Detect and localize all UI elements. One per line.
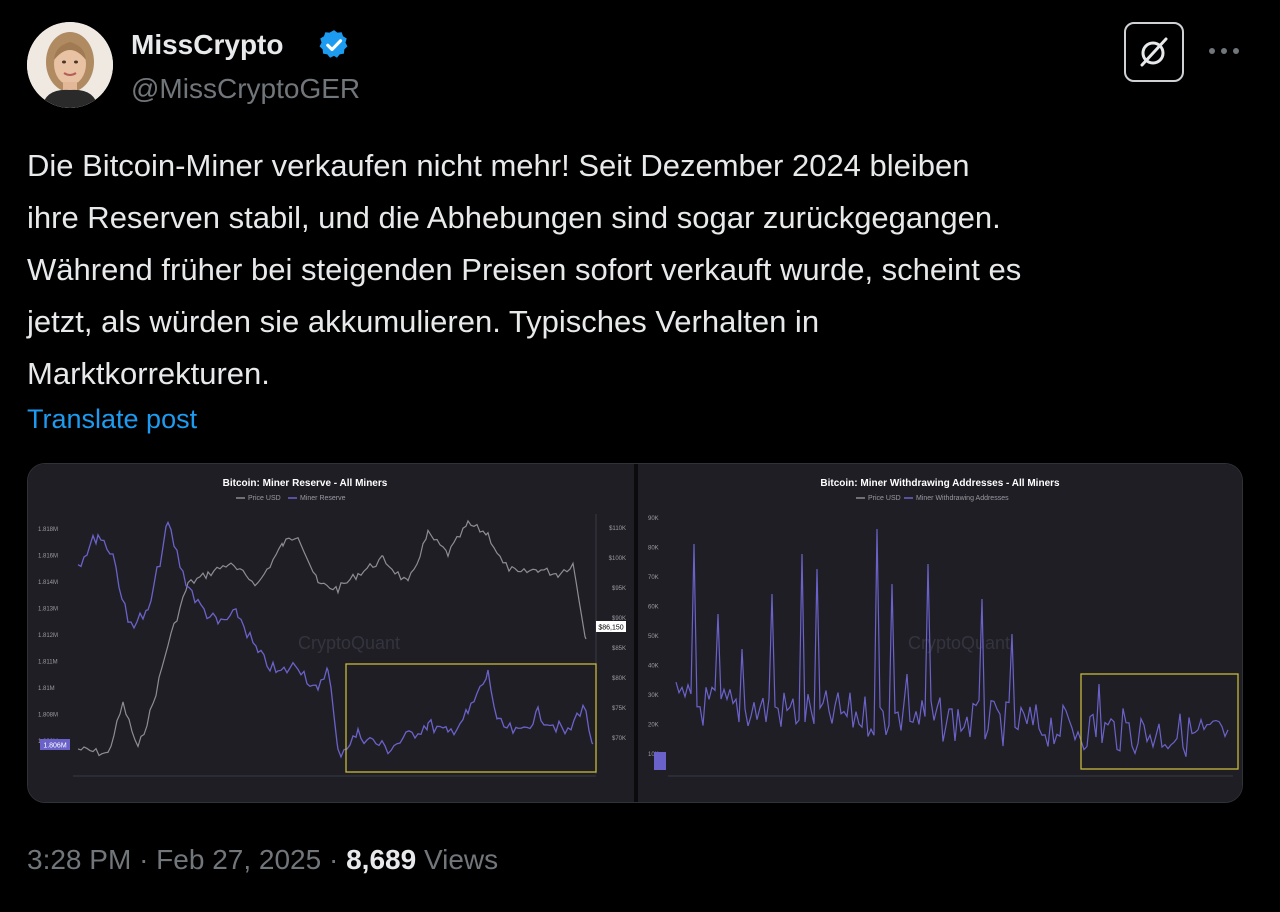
chart2-title: Bitcoin: Miner Withdrawing Addresses - A… (820, 478, 1060, 489)
chart2-y-tick: 40K (648, 664, 659, 670)
chart-panel-withdrawing-addresses (638, 464, 1242, 802)
chart-panel-miner-reserve (28, 464, 634, 802)
chart2-watermark: CryptoQuant (908, 633, 1010, 653)
chart1-y-right-tick: $70K (612, 736, 626, 742)
post-line: Während früher bei steigenden Preisen so… (27, 252, 1022, 287)
grok-icon (1140, 37, 1168, 67)
chart1-y-right-tick: $100K (609, 556, 626, 562)
charts-svg: Bitcoin: Miner Reserve - All Miners Pric… (38, 478, 1239, 777)
chart1-legend-reserve: Miner Reserve (300, 495, 346, 502)
avatar-image (27, 22, 113, 108)
post-line: Marktkorrekturen. (27, 356, 270, 391)
post-meta: 3:28 PM · Feb 27, 2025 · 8,689 Views (27, 842, 498, 878)
chart1-y-left-tick: 1.808M (38, 713, 58, 719)
chart1-y-right-tick: $80K (612, 676, 626, 682)
chart2-value-flag (654, 752, 666, 770)
chart1-y-right-tick: $75K (612, 706, 626, 712)
grok-button[interactable] (1124, 22, 1184, 82)
chart2-legend-price: Price USD (868, 495, 901, 502)
chart1-title: Bitcoin: Miner Reserve - All Miners (223, 478, 388, 489)
chart1-reserve-flag (40, 739, 70, 750)
chart1-price-line (77, 519, 587, 757)
chart2-y-tick: 90K (648, 516, 659, 522)
more-icon (1209, 48, 1239, 54)
chart1-highlight-box (345, 663, 597, 773)
post-line: jetzt, als würden sie akkumulieren. Typi… (27, 304, 820, 339)
post-line: Die Bitcoin-Miner verkaufen nicht mehr! … (27, 148, 970, 183)
post-line: ihre Reserven stabil, und die Abhebungen… (27, 200, 1001, 235)
post-text: Die Bitcoin-Miner verkaufen nicht mehr! … (27, 140, 1252, 400)
chart2-highlight-box (1080, 673, 1239, 770)
meta-separator: · (328, 844, 347, 875)
chart2-y-tick: 20K (648, 723, 659, 729)
chart1-y-left-tick: 1.813M (38, 607, 58, 613)
chart1-reserve-line (77, 520, 594, 759)
post-time[interactable]: 3:28 PM (27, 844, 132, 875)
chart1-y-left-tick: 1.814M (38, 580, 58, 586)
post-media[interactable]: Bitcoin: Miner Reserve - All Miners Pric… (27, 463, 1243, 803)
chart1-y-right-tick: $90K (612, 616, 626, 622)
chart2-y-tick: 60K (648, 605, 659, 611)
chart1-reserve-flag-label: 1.806M (43, 743, 67, 750)
chart2-legend-withdrawing: Miner Withdrawing Addresses (916, 495, 1009, 502)
chart2-y-tick: 10K (648, 752, 659, 758)
avatar[interactable] (27, 22, 113, 108)
chart2-y-tick: 30K (648, 693, 659, 699)
author-name[interactable]: MissCrypto (131, 29, 284, 60)
chart2-y-tick: 80K (648, 546, 659, 552)
author-handle[interactable]: @MissCryptoGER (131, 73, 361, 104)
post-date[interactable]: Feb 27, 2025 (156, 844, 322, 875)
chart1-price-flag-label: $86,150 (598, 625, 623, 632)
translate-post-link[interactable]: Translate post (27, 404, 198, 434)
chart1-y-right-tick: $95K (612, 586, 626, 592)
chart2-withdrawing-line (675, 528, 1229, 757)
chart2-y-tick: 50K (648, 634, 659, 640)
verified-badge-icon[interactable] (317, 28, 351, 62)
chart2-y-tick: 70K (648, 575, 659, 581)
chart1-y-left-tick: 1.811M (38, 660, 58, 666)
chart1-y-left-tick: 1.812M (38, 633, 58, 639)
more-options-button[interactable] (1204, 34, 1244, 68)
chart1-y-left-tick: 1.81M (38, 686, 55, 692)
views-label: Views (423, 844, 499, 875)
meta-separator: · (139, 844, 157, 875)
chart1-y-right-tick: $85K (612, 646, 626, 652)
chart1-y-right-tick: $110K (609, 526, 626, 532)
chart1-y-left-tick: 1.816M (38, 554, 58, 560)
chart1-y-left-tick: 1.818M (38, 527, 58, 533)
chart1-watermark: CryptoQuant (298, 633, 400, 653)
chart1-legend-price: Price USD (248, 495, 281, 502)
views-count: 8,689 (346, 844, 417, 875)
chart1-price-flag (596, 621, 626, 632)
